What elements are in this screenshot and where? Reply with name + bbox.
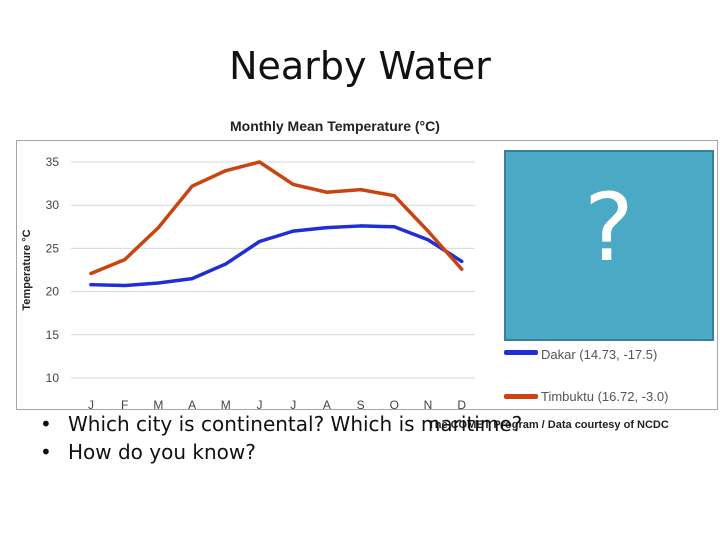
y-tick-label: 35 [46,155,60,169]
data-point [460,259,464,263]
x-tick-label: O [390,398,399,409]
x-tick-label: J [257,398,263,409]
data-point [325,226,329,230]
y-tick-label: 15 [46,328,60,342]
data-point [359,188,363,192]
x-tick-label: D [457,398,466,409]
data-point [426,238,430,242]
bullet-glyph: • [40,412,52,436]
data-point [257,160,262,164]
data-point [224,262,228,266]
x-tick-label: J [290,398,296,409]
bullet-text: Which city is continental? Which is mari… [68,412,523,436]
x-tick-label: M [221,398,231,409]
data-point [156,281,160,285]
legend-line-dakar [504,350,538,355]
data-point [89,271,93,276]
x-tick-label: F [121,398,128,409]
bullet-list: • Which city is continental? Which is ma… [28,412,522,468]
data-point [392,194,396,198]
temperature-line-chart: 10 15 20 25 30 35 Temperature °C J F M A M J J A S O N D [21,155,475,409]
legend-line-timbuktu [504,394,538,399]
x-tick-label: J [88,398,94,409]
x-tick-label: M [153,398,163,409]
question-box: ? [504,150,714,341]
data-point [257,239,262,244]
data-point [291,182,295,187]
x-tick-label: N [424,398,433,409]
y-tick-label: 25 [46,241,60,255]
x-tick-label: S [357,398,365,409]
data-point [190,277,194,281]
data-point [123,258,127,262]
chart-title: Monthly Mean Temperature (°C) [230,118,440,134]
bullet-text: How do you know? [68,440,256,464]
x-tick-label: A [188,398,196,409]
data-point [291,229,295,233]
data-point [156,226,160,230]
y-tick-label: 20 [46,285,60,299]
bullet-item: • How do you know? [28,440,522,464]
question-mark: ? [584,174,634,283]
bullet-item: • Which city is continental? Which is ma… [28,412,522,436]
data-point [359,224,363,228]
data-point [426,229,430,233]
data-point [392,225,396,229]
bullet-glyph: • [40,440,52,464]
data-credit: The COMET Program / Data courtesy of NCD… [428,419,669,431]
data-point [325,190,329,194]
legend-label-timbuktu: Timbuktu (16.72, -3.0) [541,389,669,404]
data-point [89,283,93,287]
x-tick-label: A [323,398,331,409]
y-tick-label: 10 [46,371,60,385]
y-tick-label: 30 [46,198,60,212]
series-line-0 [89,224,464,288]
y-axis-label: Temperature °C [21,229,33,310]
data-point [123,283,127,288]
data-point [224,169,228,173]
data-point [460,267,464,271]
legend-label-dakar: Dakar (14.73, -17.5) [541,347,658,362]
slide-title: Nearby Water [229,44,491,88]
series-line-1 [89,160,464,276]
data-point [190,184,194,188]
